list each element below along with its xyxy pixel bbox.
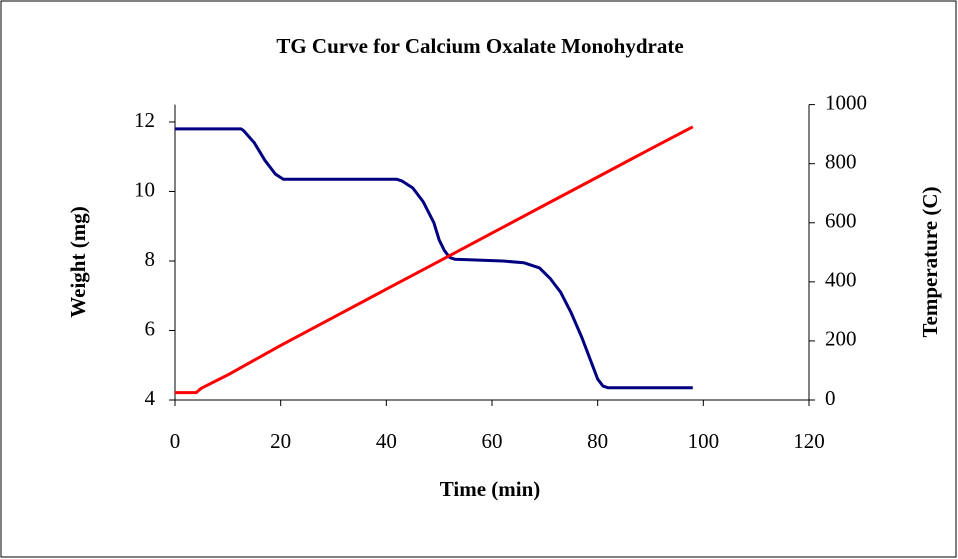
y-tick-label: 6	[145, 316, 156, 340]
y-tick-label: 12	[134, 108, 155, 132]
x-tick-label: 80	[587, 429, 608, 453]
x-tick-label: 100	[688, 429, 720, 453]
y2-tick-label: 0	[825, 386, 836, 410]
y-tick-label: 4	[145, 386, 156, 410]
y2-tick-label: 800	[825, 149, 857, 173]
x-tick-label: 120	[793, 429, 825, 453]
y-tick-label: 8	[145, 247, 156, 271]
chart-title: TG Curve for Calcium Oxalate Monohydrate	[276, 34, 683, 58]
x-tick-label: 0	[170, 429, 181, 453]
y2-tick-label: 1000	[825, 90, 867, 114]
x-tick-label: 60	[482, 429, 503, 453]
y-axis-label: Weight (mg)	[66, 206, 90, 317]
y-tick-label: 10	[134, 177, 155, 201]
series-line	[175, 125, 694, 395]
series-line	[175, 127, 693, 390]
y2-tick-label: 400	[825, 268, 857, 292]
y2-tick-label: 600	[825, 209, 857, 233]
y2-axis-label: Temperature (C)	[918, 186, 942, 337]
y2-tick-label: 200	[825, 327, 857, 351]
x-axis-label: Time (min)	[440, 477, 541, 501]
x-tick-label: 40	[376, 429, 397, 453]
x-tick-label: 20	[270, 429, 291, 453]
